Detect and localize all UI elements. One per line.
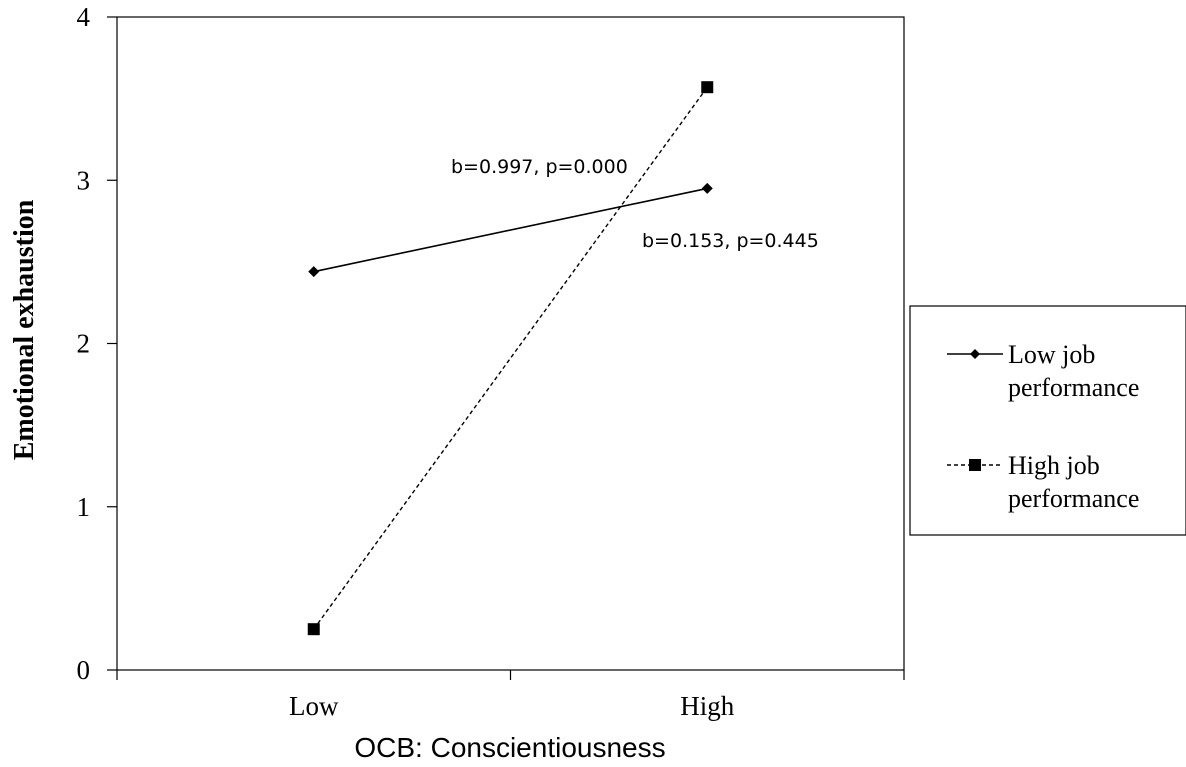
- legend-square-marker: [969, 459, 981, 471]
- y-axis-label: Emotional exhaustion: [9, 199, 40, 460]
- y-tick-label: 1: [77, 492, 91, 522]
- y-tick-label: 4: [77, 2, 91, 32]
- y-tick-label: 2: [77, 329, 91, 359]
- x-axis-label: OCB: Conscientiousness: [354, 732, 665, 763]
- legend-frame: [909, 305, 1186, 536]
- legend-label-low-job-performance: Low job performance: [1008, 340, 1139, 402]
- data-point-low-job-performance: [308, 266, 320, 278]
- y-tick-label: 0: [77, 655, 91, 685]
- axis-ticks: 0 1 2 3 4 Low High: [77, 2, 905, 721]
- annotation-low-performance-slope: b=0.153, p=0.445: [642, 230, 819, 252]
- data-point-low-job-performance: [701, 182, 713, 194]
- legend: Low job performance High job performance: [909, 305, 1186, 536]
- annotation-high-performance-slope: b=0.997, p=0.000: [451, 156, 628, 178]
- legend-label-high-line1: High job: [1008, 451, 1100, 480]
- data-point-high-job-performance: [307, 623, 320, 636]
- legend-label-high-job-performance: High job performance: [1008, 451, 1139, 513]
- legend-diamond-marker: [970, 349, 980, 359]
- series-layer: [307, 81, 714, 636]
- x-tick-label: High: [680, 691, 735, 721]
- legend-label-low-line1: Low job: [1008, 340, 1095, 369]
- plot-area-frame: [116, 16, 905, 671]
- data-point-high-job-performance: [701, 81, 714, 94]
- series-line-low-job-performance: [313, 187, 708, 273]
- legend-label-high-line2: performance: [1008, 484, 1139, 513]
- x-tick-label: Low: [289, 691, 339, 721]
- legend-label-low-line2: performance: [1008, 373, 1139, 402]
- y-tick-label: 3: [77, 165, 91, 195]
